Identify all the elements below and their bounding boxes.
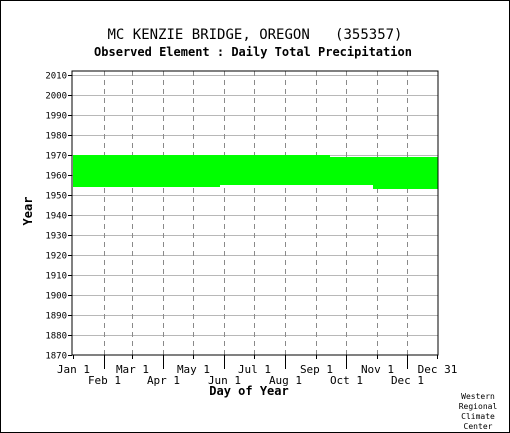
y-tick-label: 1990 [45,112,67,122]
y-tick-label: 1900 [45,292,67,302]
x-tick-label: Oct 1 [330,374,363,387]
x-tick-label: Jun 1 [208,374,241,387]
chart-title: MC KENZIE BRIDGE, OREGON (355357) [107,27,402,43]
y-axis: 1870 1880 1890 1900 1910 1920 1930 1940 1950 1960… [45,72,72,362]
x-tick-label: Dec 1 [391,374,424,387]
data-bar [330,157,373,185]
x-tick-label: Jul 1 [238,363,271,376]
y-tick-label: 1890 [45,312,67,322]
y-tick-label: 1880 [45,332,67,342]
wrcc-credit: Western Regional Climate Center [459,392,498,431]
data-bar [373,157,438,189]
credit-line-2: Regional [459,402,498,411]
x-tick-label: Mar 1 [116,363,149,376]
data-bar [129,155,220,187]
x-tick-label: Aug 1 [269,374,302,387]
x-tick-label: Apr 1 [147,374,180,387]
data-bar [220,155,330,185]
y-tick-label: 2000 [45,92,67,102]
y-tick-label: 1970 [45,152,67,162]
y-tick-label: 1940 [45,212,67,222]
y-tick-label: 1960 [45,172,67,182]
y-tick-label: 1910 [45,272,67,282]
credit-line-4: Center [464,422,493,431]
x-tick-label: Jan 1 [57,363,90,376]
y-tick-label: 1930 [45,232,67,242]
x-tick-label: May 1 [177,363,210,376]
plot-area-border [71,70,439,356]
y-axis-label: Year [21,197,35,226]
y-tick-label: 1920 [45,252,67,262]
x-tick-label: Feb 1 [88,374,121,387]
x-axis-label: Day of Year [209,384,288,398]
data-bar [73,155,129,187]
y-tick-label: 2010 [45,72,67,82]
y-tick-label: 1980 [45,132,67,142]
x-tick-label: Sep 1 [300,363,333,376]
y-tick-label: 1870 [45,352,67,362]
chart-subtitle: Observed Element : Daily Total Precipita… [94,45,412,59]
credit-line-1: Western [461,392,495,401]
x-tick-label: Nov 1 [361,363,394,376]
data-bars [73,155,438,189]
x-tick-label: Dec 31 [418,363,458,376]
credit-line-3: Climate [461,412,495,421]
grid-lines [72,71,438,355]
y-tick-label: 1950 [45,192,67,202]
